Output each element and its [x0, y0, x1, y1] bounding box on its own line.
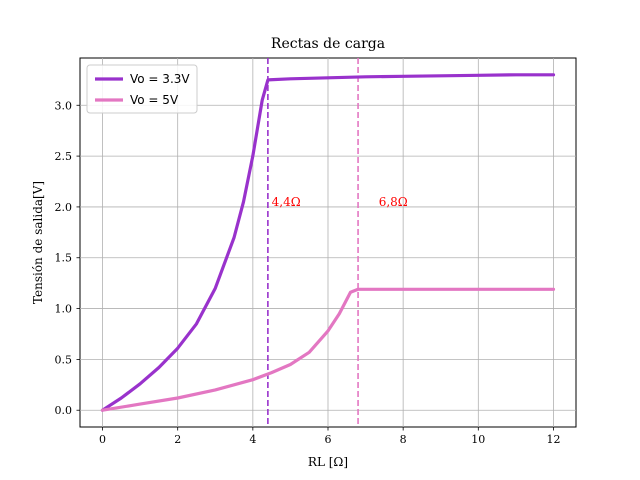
- reference-lines: [267, 58, 359, 427]
- x-tick-label: 4: [249, 433, 256, 446]
- x-tick-label: 10: [471, 433, 485, 446]
- x-tick-label: 12: [546, 433, 560, 446]
- y-tick-label: 2.5: [55, 150, 73, 163]
- y-tick-label: 3.0: [55, 99, 73, 112]
- y-tick-label: 1.0: [55, 303, 73, 316]
- x-tick-label: 8: [400, 433, 407, 446]
- series-lines: [100, 73, 556, 412]
- x-axis-label: RL [Ω]: [308, 455, 348, 469]
- legend-entry: Vo = 3.3V: [130, 72, 190, 86]
- y-tick-label: 2.0: [55, 201, 73, 214]
- x-axis-ticks: 0 2 4 6 8 10 12: [99, 427, 560, 446]
- series-line: [100, 287, 556, 412]
- x-tick-label: 2: [174, 433, 181, 446]
- y-axis-ticks: 0.0 0.5 1.0 1.5 2.0 2.5 3.0: [55, 99, 80, 417]
- annotation-label: 6,8Ω: [379, 195, 408, 209]
- y-axis-label: Tensión de salida[V]: [31, 181, 45, 304]
- y-tick-label: 0.5: [55, 353, 73, 366]
- x-tick-label: 0: [99, 433, 106, 446]
- chart-title: Rectas de carga: [271, 36, 385, 52]
- x-tick-label: 6: [325, 433, 332, 446]
- series-line: [100, 73, 556, 412]
- grid: [80, 58, 576, 427]
- legend-entry: Vo = 5V: [130, 93, 179, 107]
- annotation-label: 4,4Ω: [272, 195, 301, 209]
- y-tick-label: 1.5: [55, 252, 73, 265]
- y-tick-label: 0.0: [55, 404, 73, 417]
- legend: Vo = 3.3V Vo = 5V: [86, 64, 198, 114]
- annotations: 4,4Ω 6,8Ω: [272, 195, 408, 209]
